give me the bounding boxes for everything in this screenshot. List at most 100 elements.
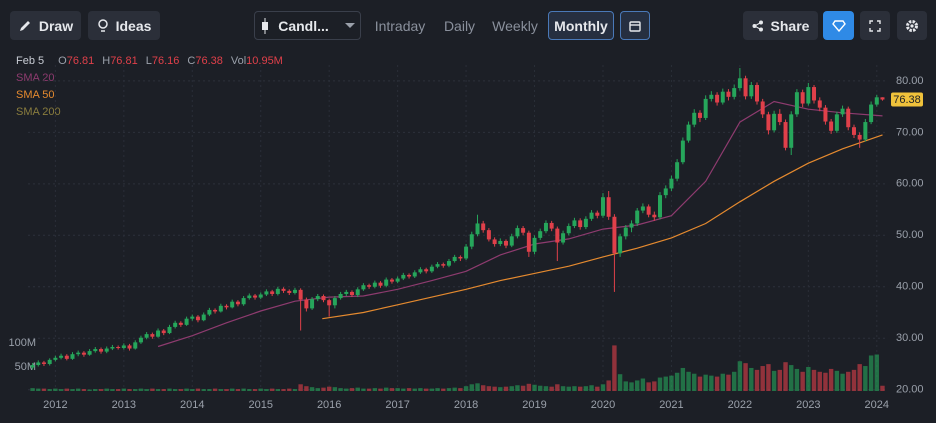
candle-body [304, 299, 309, 309]
volume-bar [195, 388, 201, 391]
ideas-button[interactable]: Ideas [88, 11, 160, 40]
candle-body [378, 282, 383, 286]
candle-body [230, 301, 235, 308]
volume-bar [743, 363, 748, 391]
volume-bar [577, 386, 583, 391]
volume-bar [771, 370, 777, 391]
header-label: O [58, 55, 67, 67]
header-value: 76.81 [67, 55, 95, 67]
candle-body [726, 91, 731, 97]
volume-bar [326, 386, 332, 391]
candle-body [646, 206, 651, 215]
candle-body [549, 222, 554, 229]
volume-bar [783, 362, 788, 391]
volume-bar [441, 388, 446, 391]
volume-bar [760, 366, 765, 391]
volume-bar [526, 383, 532, 391]
candle-body [418, 269, 423, 273]
share-button[interactable]: Share [743, 11, 818, 40]
candle-body [817, 100, 822, 108]
candle-body [754, 85, 759, 102]
volume-bar [623, 381, 628, 391]
volume-bar [178, 389, 184, 391]
chart-type-label: Candl... [278, 17, 329, 34]
volume-bar [686, 371, 691, 391]
volume-bar [874, 354, 879, 391]
header-label: Vol [231, 55, 246, 67]
candle-body [492, 239, 497, 245]
candle-body [532, 237, 537, 252]
ohlc-header: Feb 5 O76.81 H76.81 L76.16 C76.38 Vol10.95M [16, 55, 283, 67]
candle-icon [262, 17, 269, 34]
volume-bar [726, 374, 731, 391]
candle-body [213, 309, 218, 312]
candle-body [133, 342, 138, 349]
timeframe-tab[interactable]: Intraday [374, 17, 426, 34]
price-tag-label: 76.38 [893, 94, 921, 106]
volume-bar [349, 388, 355, 391]
candle-body [623, 227, 628, 237]
volume-bar [298, 384, 303, 391]
volume-bar [606, 380, 611, 391]
candle-body [412, 272, 417, 277]
candle-body [127, 345, 132, 349]
candle-body [663, 188, 668, 196]
pencil-icon [19, 20, 30, 31]
x-tick-label: 2014 [180, 399, 204, 411]
volume-bar [167, 388, 172, 391]
candle-body [156, 330, 161, 337]
volume-bar [806, 367, 811, 391]
candle-body [395, 278, 400, 282]
x-tick-label: 2023 [796, 399, 820, 411]
y-tick-label: 60.00 [896, 178, 924, 190]
volume-bar [338, 388, 343, 391]
volume-bar [292, 389, 298, 391]
volume-bar [777, 369, 782, 391]
indicator-line [157, 100, 883, 348]
timeframe-tab[interactable]: Weekly [492, 17, 538, 34]
candle-body [361, 285, 366, 290]
y-tick-label: 30.00 [896, 332, 924, 344]
candle-body [606, 197, 611, 217]
volume-bar [344, 388, 349, 391]
calendar-button[interactable] [620, 11, 650, 40]
volume-bar [880, 385, 885, 391]
volume-bar [868, 355, 874, 391]
candle-body [310, 299, 315, 309]
volume-bar [846, 371, 851, 391]
draw-button[interactable]: Draw [10, 11, 81, 40]
volume-bar [412, 388, 417, 391]
candle-body [846, 108, 851, 128]
volume-bar [697, 376, 703, 391]
candle-body [292, 289, 297, 293]
chart-type-dropdown[interactable]: Candl... [254, 11, 361, 40]
candle-body [167, 326, 172, 334]
candle-body [800, 92, 805, 104]
x-tick-label: 2022 [728, 399, 752, 411]
ideas-label: Ideas [115, 17, 152, 34]
volume-bar [486, 386, 492, 391]
timeframe-tab[interactable]: Monthly [548, 11, 614, 40]
candle-body [287, 290, 292, 293]
fullscreen-icon [869, 19, 881, 32]
volume-bar [629, 382, 634, 391]
candle-body [692, 112, 697, 125]
candle-body [675, 162, 680, 179]
share-icon [752, 20, 763, 31]
settings-button[interactable] [897, 11, 927, 40]
volume-bar [133, 389, 138, 391]
fullscreen-button[interactable] [860, 11, 890, 40]
volume-bar [235, 389, 241, 391]
header-value: 76.81 [110, 55, 138, 67]
volume-bar [492, 386, 497, 391]
candle-body [503, 240, 508, 246]
volume-bar [709, 375, 714, 391]
volume-bar [543, 386, 549, 391]
volume-bar [161, 389, 166, 391]
candle-body [150, 334, 155, 337]
premium-button[interactable] [823, 11, 854, 40]
timeframe-tab[interactable]: Daily [443, 17, 476, 34]
candle-body [321, 296, 326, 301]
volume-bar [828, 368, 834, 391]
